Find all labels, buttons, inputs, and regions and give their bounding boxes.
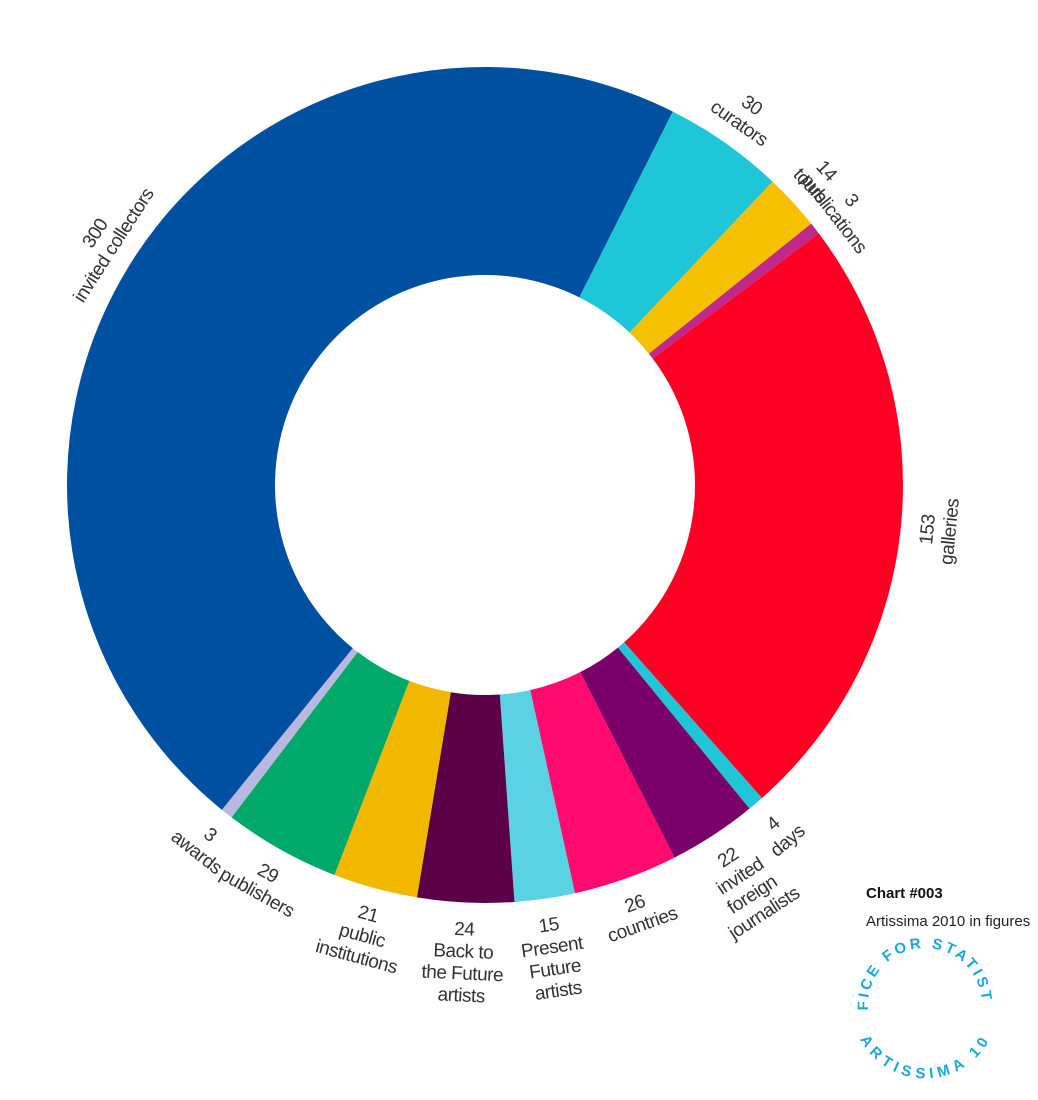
category-line: artists [437, 984, 485, 1007]
category-line: galleries [936, 498, 964, 566]
category-label: publicinstitutions [313, 915, 405, 979]
donut-slice [67, 67, 673, 810]
donut-slice [499, 690, 575, 902]
category-label: PresentFutureartists [520, 932, 592, 1005]
chart-number: Chart #003 [866, 885, 943, 902]
donut-slice [624, 233, 903, 799]
donut-slice [530, 672, 675, 894]
category-label: Back tothe Futureartists [420, 939, 505, 1008]
category-line: the Future [421, 961, 503, 986]
donut-slice [629, 181, 812, 354]
donut-slice [221, 648, 358, 818]
donut-slice [231, 651, 410, 875]
donut-slice [579, 111, 773, 333]
category-label: galleries [936, 498, 964, 566]
logo-bottom-path: ARTISSIMA 10 [856, 1032, 990, 1083]
donut-slice [617, 642, 762, 809]
value-label: 153 [916, 513, 940, 545]
donut-slice [580, 647, 750, 858]
value-label: 24 [454, 919, 476, 941]
category-line: Back to [433, 940, 494, 964]
value-label: 15 [537, 914, 560, 938]
donut-slice [416, 692, 515, 903]
donut-slice [648, 223, 819, 359]
chart-subtitle: Artissima 2010 in figures [866, 913, 1030, 930]
category-label: invitedforeignjournalists [700, 846, 803, 945]
donut-slice [334, 680, 451, 898]
logo-bottom: ARTISSIMA 10 [856, 1032, 993, 1083]
